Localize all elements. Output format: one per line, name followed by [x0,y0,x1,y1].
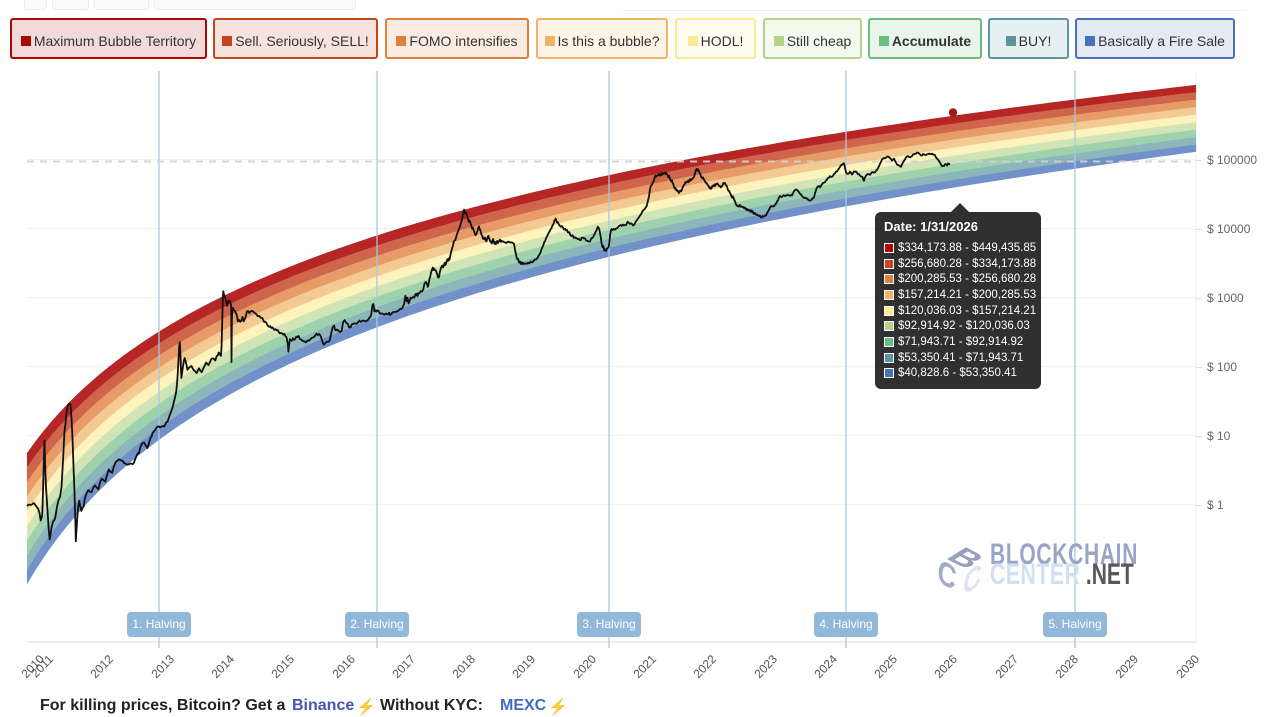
svg-text:.NET: .NET [1086,559,1134,591]
svg-text:CENTER: CENTER [990,559,1080,591]
svg-text:C: C [961,556,984,603]
svg-text:C: C [936,551,959,598]
svg-text:BLOCKCHAIN: BLOCKCHAIN [990,539,1138,571]
